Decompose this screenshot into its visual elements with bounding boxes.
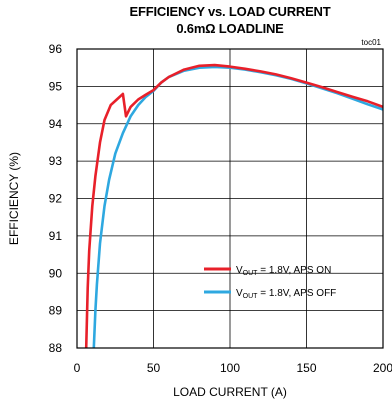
- chart-subtitle: 0.6mΩ LOADLINE: [176, 21, 284, 36]
- plot-frame: [76, 48, 384, 349]
- y-tick-label: 89: [49, 304, 63, 318]
- x-tick-label: 0: [74, 361, 81, 375]
- y-axis-label: EFFICIENCY (%): [7, 152, 21, 245]
- y-tick-label: 93: [49, 154, 63, 168]
- y-tick-label: 88: [49, 341, 63, 355]
- y-tick-label: 96: [49, 42, 63, 56]
- y-tick-label: 92: [49, 192, 63, 206]
- x-tick-label: 100: [220, 361, 240, 375]
- y-tick-label: 91: [49, 229, 63, 243]
- x-tick-label: 150: [296, 361, 316, 375]
- series-line-0: [84, 63, 383, 348]
- series-group: [84, 63, 383, 348]
- legend-label-1: VOUT = 1.8V, APS OFF: [236, 288, 336, 300]
- y-tick-label: 90: [49, 266, 63, 280]
- y-tick-label: 95: [49, 79, 63, 93]
- toc-annotation: toc01: [361, 38, 381, 47]
- x-tick-label: 50: [147, 361, 161, 375]
- x-tick-label: 200: [373, 361, 392, 375]
- chart-title: EFFICIENCY vs. LOAD CURRENT: [129, 4, 331, 19]
- x-axis-label: LOAD CURRENT (A): [173, 385, 287, 399]
- legend-label-0: VOUT = 1.8V, APS ON: [236, 265, 331, 277]
- y-tick-label: 94: [49, 117, 63, 131]
- series-line-1: [92, 65, 383, 348]
